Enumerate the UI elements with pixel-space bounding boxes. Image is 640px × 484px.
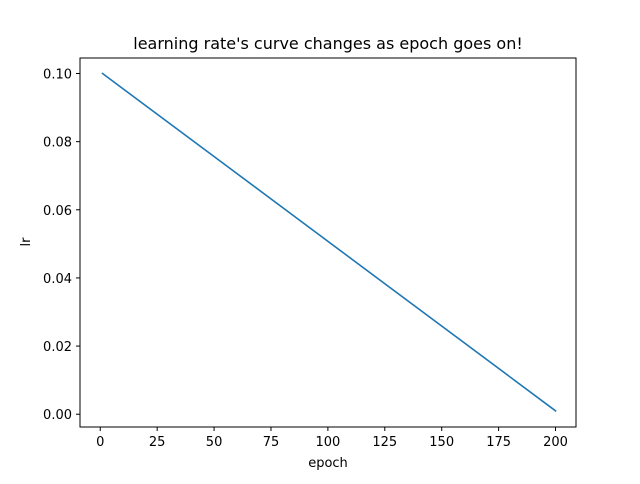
y-tick-label: 0.04 (43, 272, 72, 287)
x-tick-label: 0 (96, 435, 104, 450)
x-tick-label: 50 (206, 435, 223, 450)
y-tick-label: 0.06 (43, 204, 72, 219)
x-tick-label: 200 (543, 435, 568, 450)
chart-title: learning rate's curve changes as epoch g… (133, 34, 523, 53)
y-tick-label: 0.00 (43, 408, 72, 423)
y-tick-label: 0.02 (43, 340, 72, 355)
x-tick-label: 175 (486, 435, 511, 450)
x-tick-label: 75 (263, 435, 280, 450)
x-tick-label: 100 (315, 435, 340, 450)
x-axis-label: epoch (308, 456, 348, 471)
series-line-0 (101, 72, 557, 412)
plot-frame (79, 57, 577, 428)
y-tick-label: 0.08 (43, 136, 72, 151)
y-tick-label: 0.10 (43, 68, 72, 83)
x-tick-label: 25 (149, 435, 166, 450)
x-tick-label: 150 (429, 435, 454, 450)
x-tick-label: 125 (372, 435, 397, 450)
y-axis-label: lr (19, 237, 34, 247)
